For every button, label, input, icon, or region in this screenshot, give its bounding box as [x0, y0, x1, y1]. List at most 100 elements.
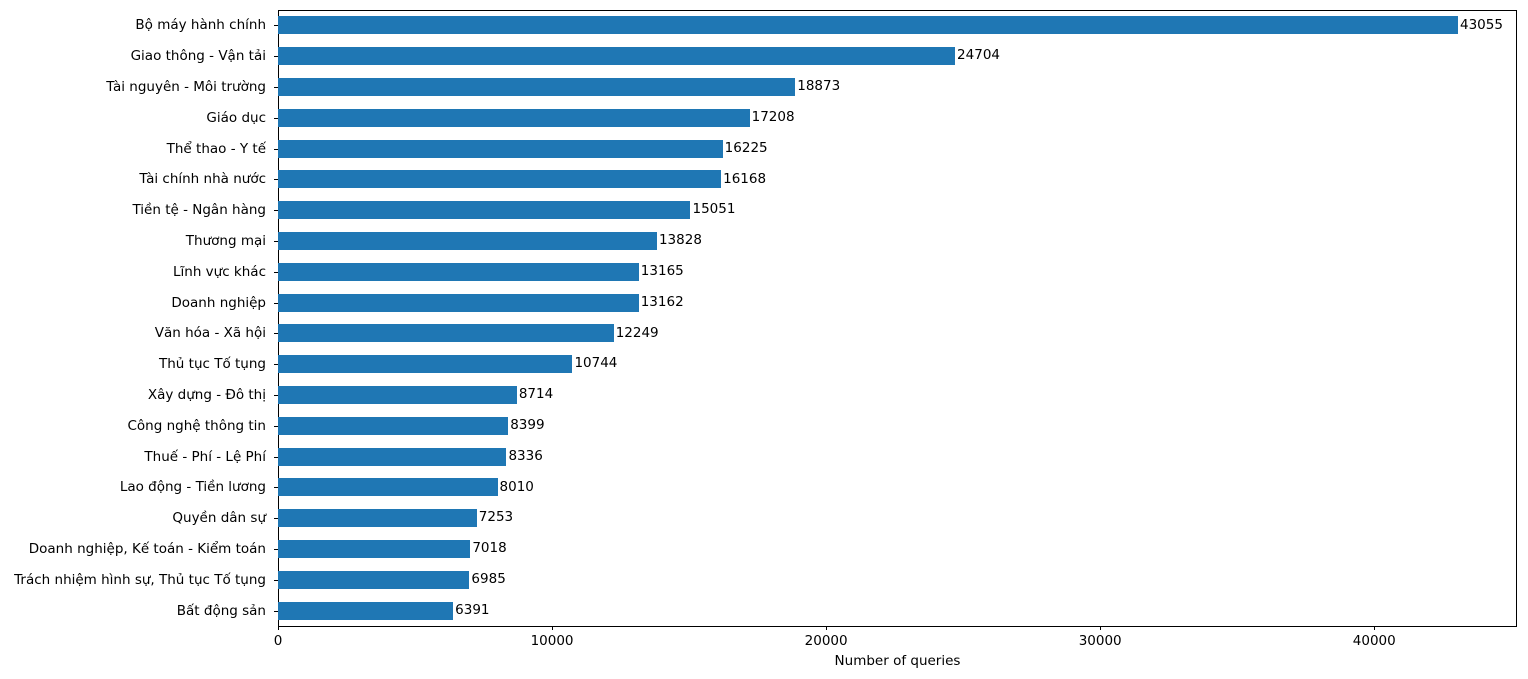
x-tick-label: 40000 — [1352, 633, 1396, 649]
x-tick-mark — [826, 626, 828, 630]
x-axis-title: Number of queries — [834, 653, 961, 669]
bar — [278, 447, 507, 466]
bar-row: 13828 — [278, 226, 1517, 257]
bar — [278, 16, 1458, 35]
bar — [278, 324, 614, 343]
y-tick-label: Giao thông - Vận tải — [130, 48, 266, 65]
bar — [278, 385, 517, 404]
y-tick-label: Trách nhiệm hình sự, Thủ tục Tố tụng — [14, 571, 266, 588]
y-tick-label: Tài nguyên - Môi trường — [106, 78, 266, 95]
bar-value-label: 8714 — [518, 386, 554, 403]
y-tick-label: Thuế - Phí - Lệ Phí — [144, 448, 266, 465]
bar — [278, 47, 956, 66]
y-tick-label: Quyền dân sự — [172, 510, 266, 527]
bar — [278, 77, 796, 96]
bar-row: 8010 — [278, 472, 1517, 503]
bar-row: 17208 — [278, 102, 1517, 133]
bar-value-label: 16168 — [723, 170, 767, 187]
bar — [278, 293, 639, 312]
bar-value-label: 24704 — [957, 47, 1000, 64]
y-tick-mark — [274, 117, 278, 119]
x-tick-label: 20000 — [804, 633, 848, 649]
y-tick-label: Tiền tệ - Ngân hàng — [132, 202, 266, 219]
y-tick-label: Bộ máy hành chính — [135, 17, 266, 34]
x-tick-label: 10000 — [530, 633, 574, 649]
bar-value-label: 7018 — [472, 540, 507, 557]
bar-row: 6391 — [278, 595, 1517, 626]
bar-row: 8399 — [278, 410, 1517, 441]
bar — [278, 416, 509, 435]
bar-value-label: 6391 — [455, 601, 490, 618]
y-tick-mark — [274, 148, 278, 150]
bar-value-label: 13165 — [640, 263, 684, 280]
bar-value-label: 8336 — [508, 447, 543, 464]
bar-row: 18873 — [278, 72, 1517, 103]
y-tick-mark — [274, 87, 278, 88]
bar-row: 16225 — [278, 133, 1517, 164]
bar-value-label: 13162 — [640, 293, 684, 310]
y-tick-label: Tài chính nhà nước — [139, 171, 266, 188]
bar-row: 7253 — [278, 503, 1517, 534]
bar — [278, 139, 723, 158]
bar-value-label: 10744 — [574, 355, 618, 372]
y-tick-mark — [274, 425, 278, 427]
bar-row: 13165 — [278, 256, 1517, 287]
bar-value-label: 18873 — [797, 78, 841, 95]
bar-value-label: 12249 — [615, 324, 659, 341]
y-tick-label: Văn hóa - Xã hội — [154, 325, 266, 342]
y-tick-mark — [274, 271, 278, 273]
y-tick-label: Bất động sản — [176, 602, 266, 619]
y-tick-label: Công nghệ thông tin — [127, 417, 266, 434]
y-tick-mark — [274, 487, 278, 489]
bar-row: 8336 — [278, 441, 1517, 472]
x-tick-mark — [278, 626, 279, 630]
x-tick-mark — [552, 626, 554, 630]
bar-value-label: 15051 — [692, 201, 736, 218]
y-tick-mark — [274, 456, 278, 458]
y-tick-mark — [274, 179, 278, 181]
y-tick-label: Giáo dục — [206, 109, 266, 126]
bar — [278, 231, 657, 250]
y-tick-label: Thương mại — [185, 232, 266, 249]
y-tick-mark — [274, 302, 278, 304]
y-tick-mark — [274, 25, 278, 27]
y-tick-mark — [274, 549, 278, 550]
bar — [278, 539, 471, 558]
bar-row: 43055 — [278, 10, 1517, 41]
bar-value-label: 17208 — [751, 109, 795, 126]
bar-value-label: 13828 — [658, 232, 702, 249]
y-tick-label: Doanh nghiệp, Kế toán - Kiểm toán — [28, 540, 266, 557]
x-tick-label: 0 — [273, 633, 283, 649]
bar-value-label: 43055 — [1459, 16, 1503, 33]
bar — [278, 170, 722, 189]
y-tick-label: Lao động - Tiền lương — [119, 479, 266, 496]
bar-row: 16168 — [278, 164, 1517, 195]
y-tick-mark — [274, 333, 278, 335]
x-tick-label: 30000 — [1078, 633, 1122, 649]
bar-value-label: 7253 — [478, 509, 514, 526]
bar-row: 13162 — [278, 287, 1517, 318]
bar — [278, 262, 639, 281]
bar — [278, 570, 470, 589]
bar — [278, 601, 454, 620]
bar-row: 24704 — [278, 41, 1517, 72]
bar — [278, 478, 498, 497]
bar-value-label: 8399 — [510, 417, 545, 434]
bar-value-label: 8010 — [499, 478, 534, 495]
y-tick-mark — [274, 610, 278, 612]
bar-value-label: 16225 — [724, 139, 768, 156]
x-tick-mark — [1100, 626, 1102, 630]
bar — [278, 355, 573, 374]
bar-row: 12249 — [278, 318, 1517, 349]
bar — [278, 509, 477, 528]
bar-row: 10744 — [278, 349, 1517, 380]
y-tick-mark — [274, 241, 278, 242]
bar-row: 15051 — [278, 195, 1517, 226]
y-tick-mark — [274, 579, 278, 581]
y-tick-label: Lĩnh vực khác — [172, 263, 266, 280]
bar-row: 6985 — [278, 564, 1517, 595]
bar — [278, 108, 750, 127]
y-tick-mark — [274, 395, 278, 396]
bar-row: 7018 — [278, 534, 1517, 565]
x-tick-mark — [1374, 626, 1376, 630]
